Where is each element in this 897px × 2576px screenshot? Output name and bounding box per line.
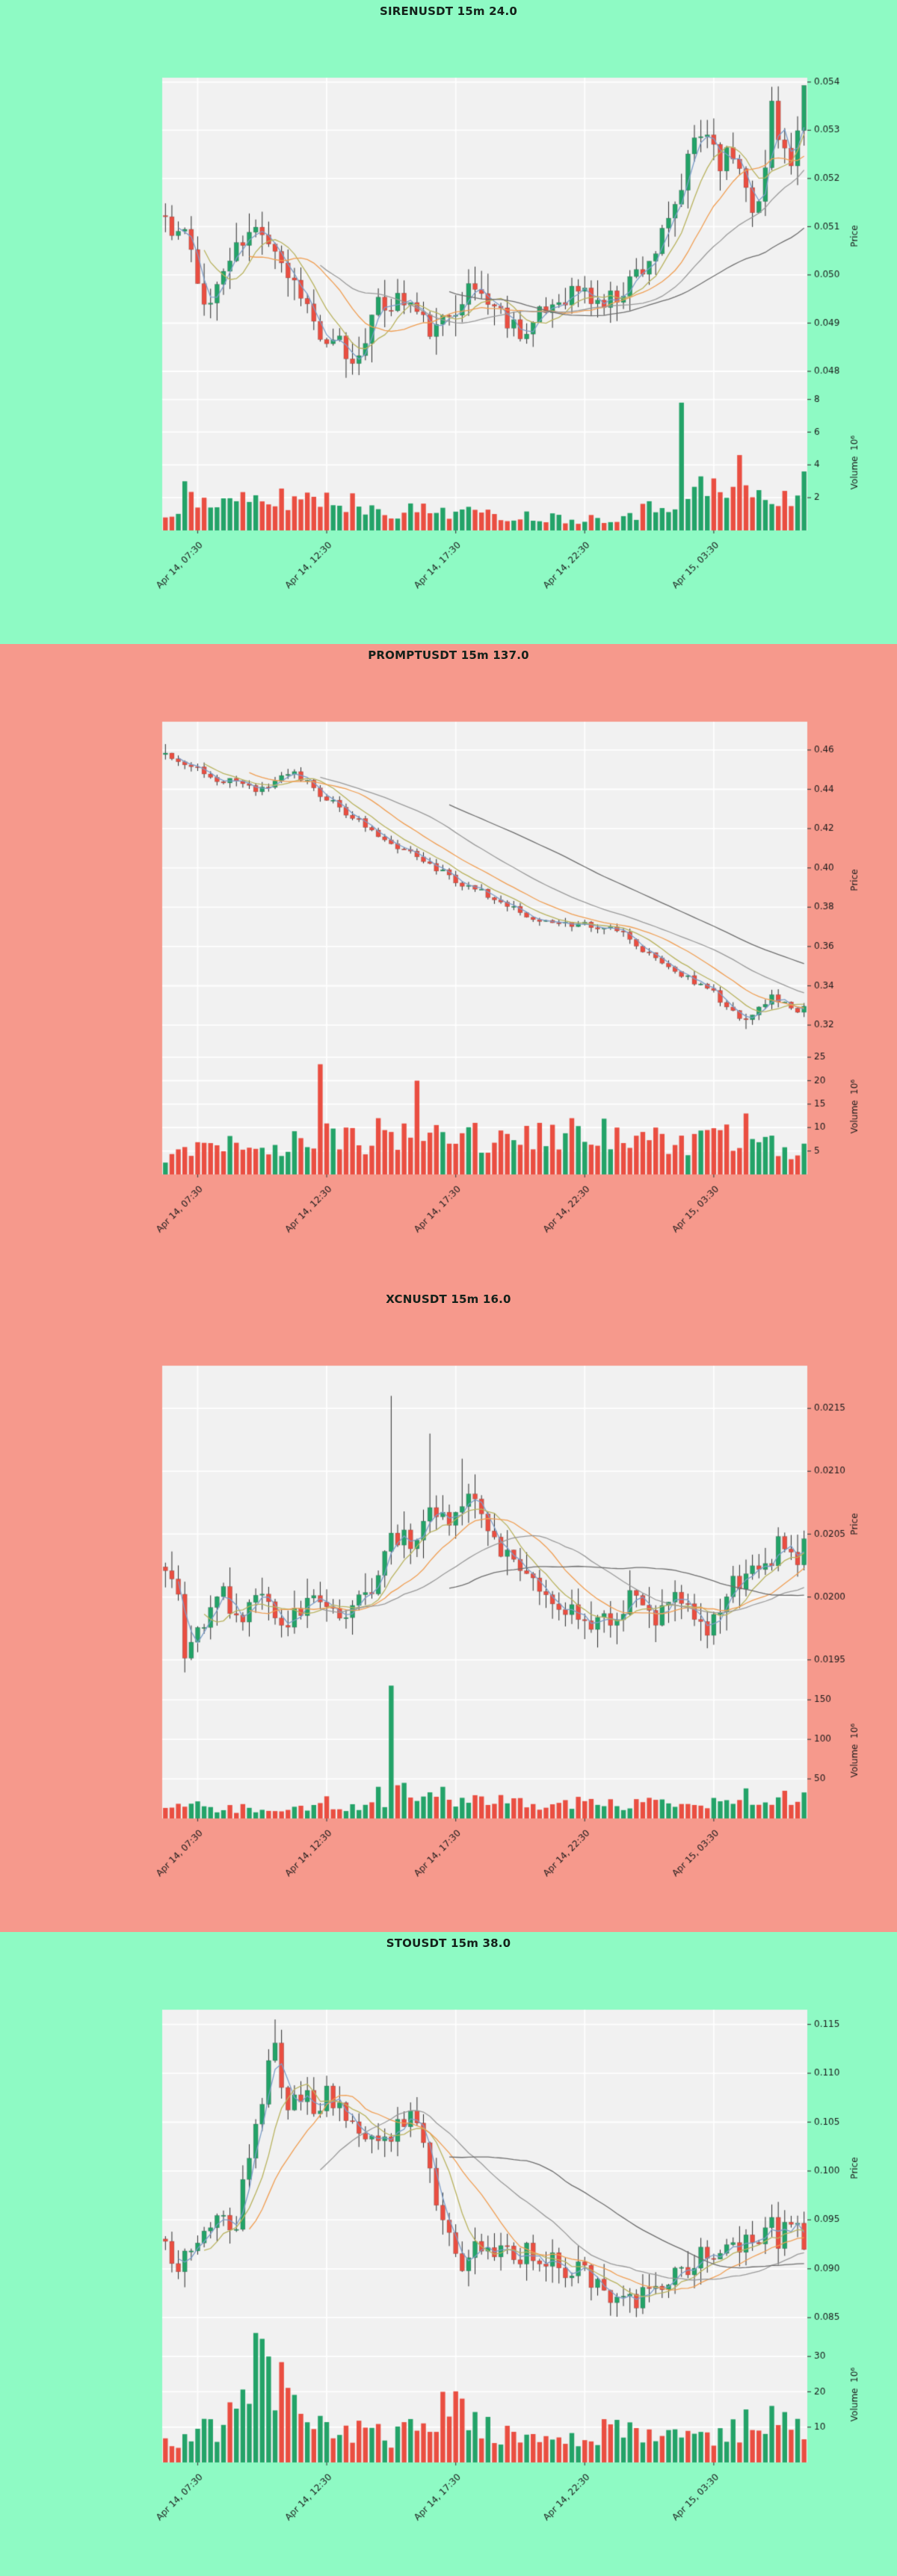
sirenusdt-chart-canvas <box>0 0 897 644</box>
chart-section-stousdt: STOUSDT 15m 38.0 <box>0 1932 897 2576</box>
promptusdt-chart-canvas <box>0 644 897 1288</box>
stousdt-chart-canvas <box>0 1932 897 2576</box>
chart-section-sirenusdt: SIRENUSDT 15m 24.0 <box>0 0 897 644</box>
chart-section-xcnusdt: XCNUSDT 15m 16.0 <box>0 1288 897 1932</box>
chart-title-xcnusdt: XCNUSDT 15m 16.0 <box>386 1292 511 1306</box>
chart-section-promptusdt: PROMPTUSDT 15m 137.0 <box>0 644 897 1288</box>
chart-title-stousdt: STOUSDT 15m 38.0 <box>386 1936 511 1950</box>
xcnusdt-chart-canvas <box>0 1288 897 1932</box>
chart-title-promptusdt: PROMPTUSDT 15m 137.0 <box>368 648 529 662</box>
chart-title-sirenusdt: SIRENUSDT 15m 24.0 <box>380 4 517 18</box>
